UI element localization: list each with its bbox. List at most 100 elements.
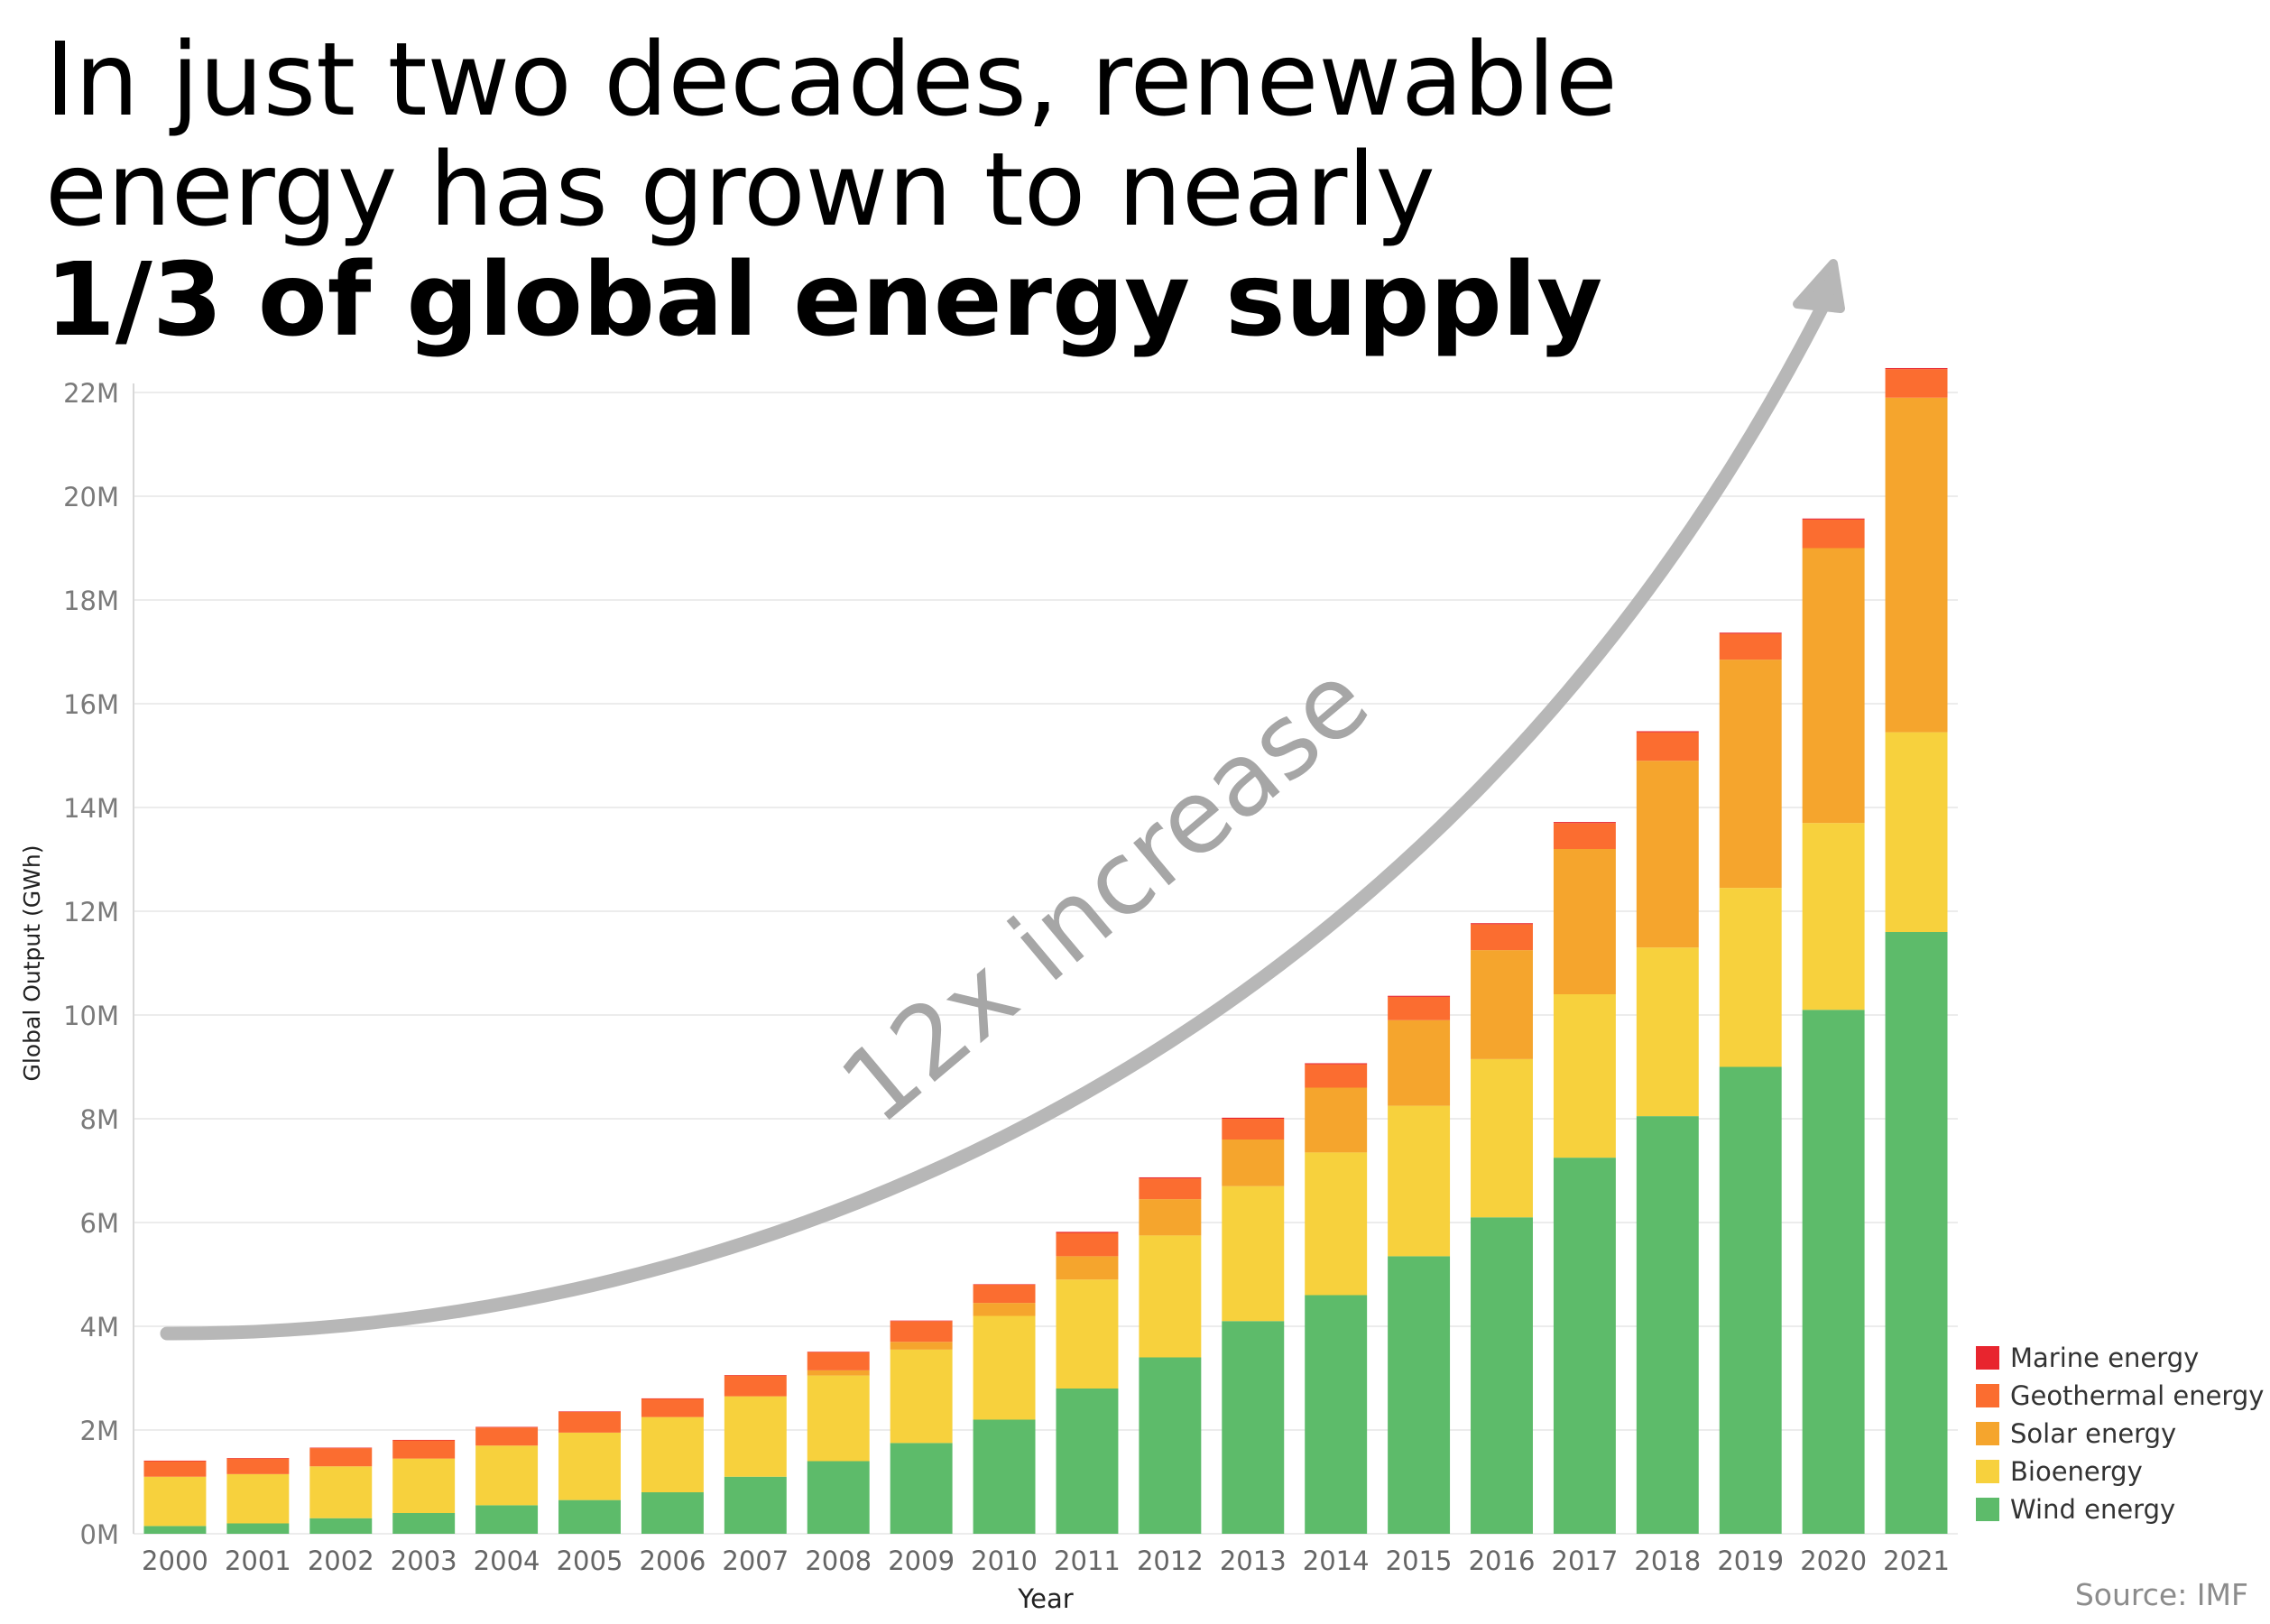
x-tick-label: 2012 [1137,1546,1204,1576]
bar-segment [1471,950,1533,1059]
bar-segment [807,1370,870,1376]
bar-segment [1056,1389,1118,1534]
x-tick-label: 2020 [1800,1546,1867,1576]
bar-segment [1388,996,1450,997]
bar-segment [641,1417,704,1492]
bar-segment [143,1462,206,1477]
legend-item: Geothermal energy [1976,1377,2264,1415]
x-tick-label: 2010 [971,1546,1038,1576]
y-tick-label: 20M [63,482,119,512]
x-tick-label: 2013 [1220,1546,1287,1576]
legend-item: Wind energy [1976,1490,2264,1528]
bar-segment [1056,1256,1118,1279]
bar-segment [226,1524,289,1535]
bar-segment [641,1399,704,1417]
bar-segment [1886,368,1948,369]
y-tick-label: 6M [80,1208,119,1239]
bar-segment [475,1505,538,1534]
bar-segment [1056,1233,1118,1257]
bar-segment [1388,1256,1450,1534]
growth-arrow-head-icon [1797,263,1841,309]
bar-segment [1388,1106,1450,1257]
x-tick-label: 2018 [1634,1546,1701,1576]
bar-segment [890,1321,953,1342]
bar-segment [1305,1063,1367,1064]
y-tick-label: 4M [80,1312,119,1343]
x-tick-label: 2019 [1717,1546,1784,1576]
bar-segment [226,1458,289,1459]
y-tick-label: 2M [80,1416,119,1446]
legend-item: Solar energy [1976,1415,2264,1453]
x-tick-label: 2001 [225,1546,291,1576]
y-tick-label: 12M [63,897,119,927]
legend-swatch [1976,1498,1999,1521]
legend-swatch [1976,1384,1999,1407]
bar-segment [558,1412,621,1433]
bar-segment [1388,997,1450,1020]
bar-segment [1720,633,1782,660]
bar-segment [1554,849,1616,994]
bar-segment [807,1462,870,1535]
bar-segment [1471,924,1533,950]
x-tick-label: 2006 [640,1546,706,1576]
bar-segment [1637,1116,1699,1534]
legend-item: Marine energy [1976,1339,2264,1377]
bar-segment [1222,1119,1284,1140]
bar-segment [1305,1065,1367,1088]
y-tick-label: 10M [63,1001,119,1031]
bar-segment [226,1459,289,1474]
x-tick-label: 2011 [1054,1546,1121,1576]
x-tick-label: 2002 [308,1546,374,1576]
bar-segment [724,1375,787,1376]
legend: Marine energy Geothermal energy Solar ener… [1976,1339,2264,1528]
bar-segment [1886,932,1948,1534]
x-tick-label: 2017 [1552,1546,1619,1576]
bar-segment [1637,947,1699,1116]
bar-segment [1886,733,1948,932]
x-tick-label: 2015 [1386,1546,1453,1576]
bar-segment [392,1513,455,1534]
bar-segment [1803,519,1865,520]
bar-segment [1637,761,1699,947]
bar-segment [1803,823,1865,1010]
bar-segment [974,1303,1036,1315]
bar-segment [1554,1158,1616,1534]
bar-segment [1222,1118,1284,1119]
bar-segment [890,1321,953,1322]
x-axis-label: Year [1017,1583,1073,1614]
x-tick-label: 2016 [1469,1546,1536,1576]
bar-segment [1803,520,1865,549]
legend-swatch [1976,1460,1999,1483]
x-tick-label: 2007 [722,1546,789,1576]
legend-label: Marine energy [2010,1343,2199,1373]
bar-segment [309,1448,372,1449]
bar-segment [392,1440,455,1441]
x-tick-label: 2021 [1883,1546,1950,1576]
y-tick-label: 22M [63,378,119,409]
bar-segment [1637,731,1699,732]
bar-segment [807,1376,870,1462]
legend-label: Geothermal energy [2010,1380,2264,1411]
bar-segment [1554,823,1616,849]
bar-segment [1720,632,1782,633]
bar-segment [724,1397,787,1477]
bar-segment [1554,822,1616,823]
bar-segment [475,1427,538,1445]
x-tick-label: 2009 [888,1546,955,1576]
y-tick-label: 16M [63,689,119,720]
bar-segment [641,1492,704,1534]
bar-segment [1139,1199,1201,1235]
y-axis-label: Global Output (GWh) [19,845,45,1082]
legend-item: Bioenergy [1976,1453,2264,1490]
legend-swatch [1976,1346,1999,1370]
bar-segment [1720,660,1782,888]
bar-segment [1139,1177,1201,1178]
bar-segment [1305,1296,1367,1535]
x-tick-label: 2004 [474,1546,540,1576]
bar-segment [1139,1178,1201,1199]
y-tick-label: 18M [63,586,119,616]
bar-segment [143,1461,206,1462]
bar-segment [807,1352,870,1370]
bar-segment [1305,1088,1367,1153]
bar-segment [143,1526,206,1534]
